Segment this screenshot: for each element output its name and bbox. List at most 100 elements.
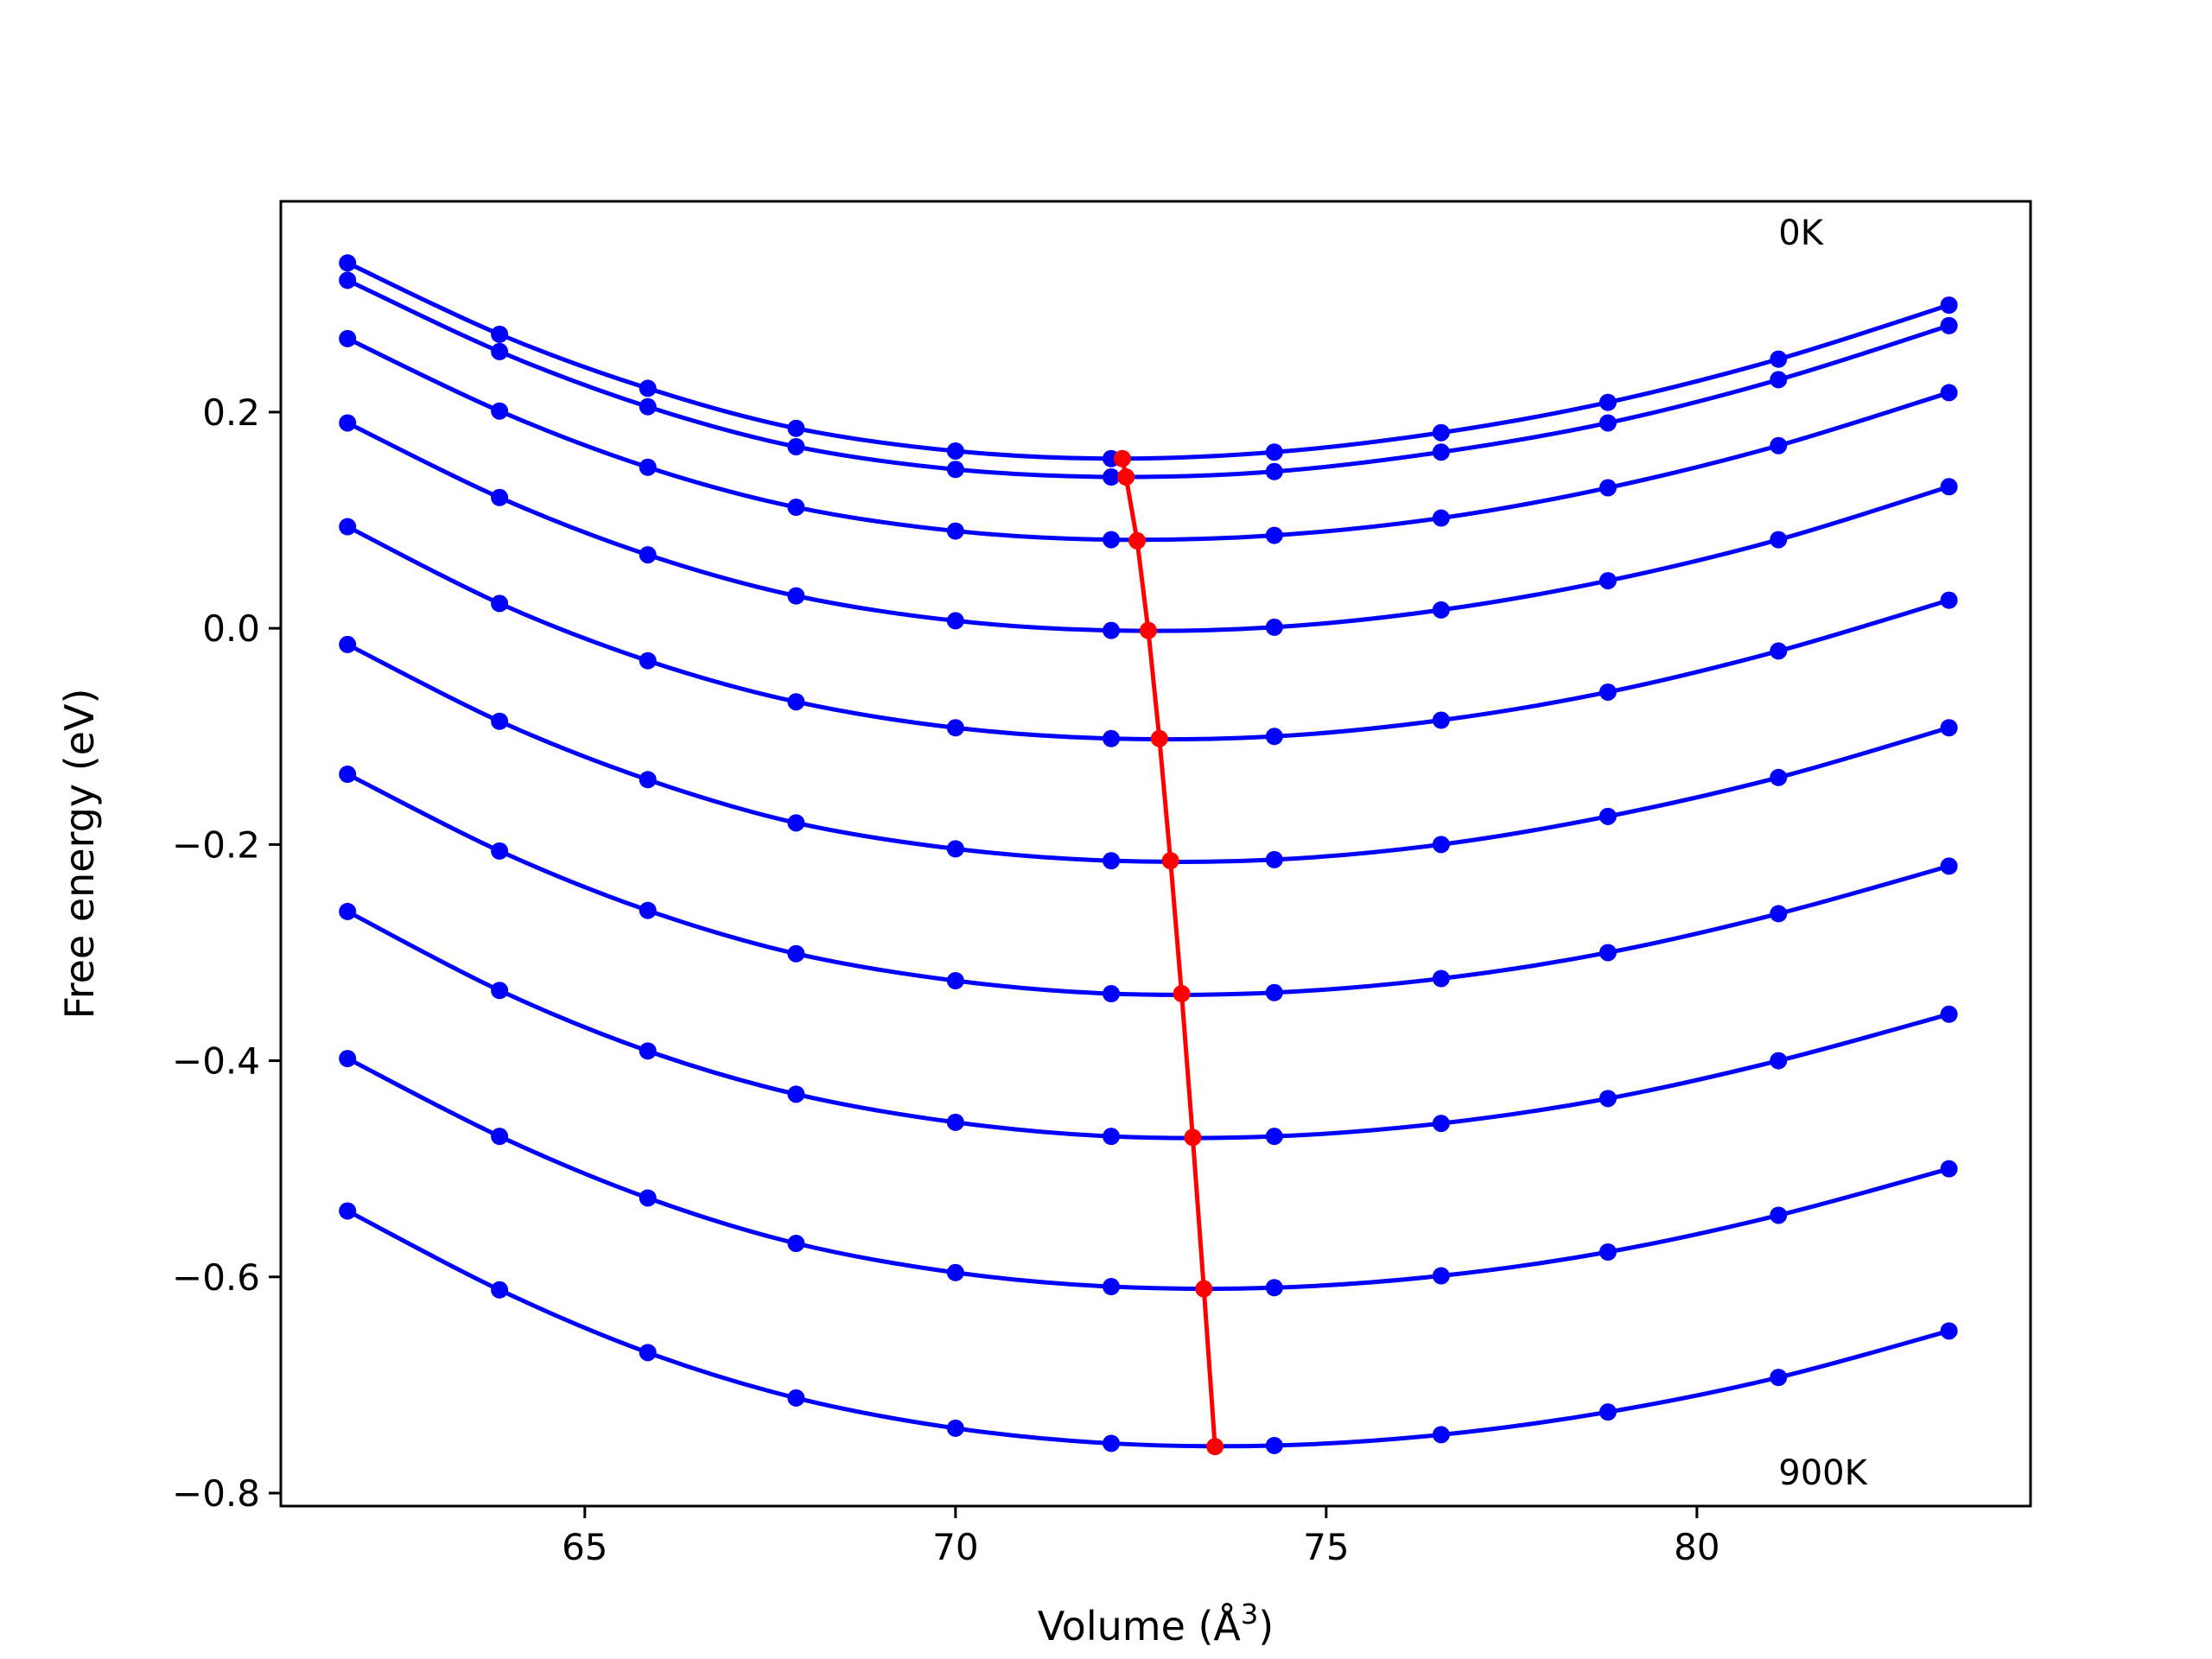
series-point: [1103, 1128, 1121, 1146]
series-point: [1599, 683, 1617, 701]
y-axis-label: Free energy (eV): [56, 689, 103, 1020]
series-point: [1265, 526, 1283, 544]
series-point: [1770, 768, 1788, 786]
series-point: [339, 1202, 357, 1220]
series-point: [787, 1085, 805, 1103]
minima-point: [1206, 1438, 1224, 1456]
series-point: [1103, 531, 1121, 549]
series-point: [1940, 719, 1958, 737]
series-3: [339, 414, 1958, 639]
series-point: [491, 594, 509, 613]
series-point: [639, 1344, 657, 1362]
series-point: [339, 902, 357, 920]
series-point: [946, 840, 964, 858]
minima-point: [1128, 531, 1147, 550]
series-point: [1265, 618, 1283, 636]
series-point: [639, 458, 657, 476]
series-point: [491, 982, 509, 1000]
series-point: [639, 652, 657, 670]
x-axis-label-superscript: 3: [1241, 1598, 1258, 1630]
y-tick-label: 0.2: [202, 391, 260, 434]
series-point: [946, 442, 964, 460]
series-point: [946, 461, 964, 479]
series-point: [1770, 350, 1788, 368]
series-point: [491, 842, 509, 860]
series-point: [639, 771, 657, 789]
series-point: [787, 1234, 805, 1252]
series-point: [946, 522, 964, 540]
x-axis-label-end: ): [1258, 1603, 1274, 1649]
series-point: [1265, 462, 1283, 480]
series-point: [1432, 423, 1450, 442]
series-point: [1770, 642, 1788, 660]
series-point: [1265, 1128, 1283, 1146]
series-point: [491, 402, 509, 420]
series-point: [1432, 1426, 1450, 1444]
series-point: [491, 1281, 509, 1299]
series-point: [1103, 468, 1121, 486]
series-point: [946, 1113, 964, 1131]
series-point: [1265, 983, 1283, 1001]
series-point: [1432, 836, 1450, 854]
minima-point: [1150, 729, 1168, 747]
annotations: 0K 900K: [1778, 213, 1868, 1493]
series-point: [1770, 436, 1788, 454]
minima-point: [1195, 1280, 1213, 1298]
series-point: [787, 693, 805, 711]
series-point: [787, 814, 805, 832]
series-point: [1599, 393, 1617, 411]
series-point: [639, 546, 657, 564]
series-point: [339, 271, 357, 289]
series-4: [339, 518, 1958, 747]
series-point: [1265, 1436, 1283, 1454]
series-point: [339, 254, 357, 272]
series-point: [639, 1042, 657, 1060]
minima-layer: [1113, 449, 1224, 1456]
series-layer: [339, 254, 1958, 1454]
minima-point: [1161, 852, 1179, 870]
series-point: [1940, 857, 1958, 875]
series-point: [946, 719, 964, 737]
series-point: [1599, 572, 1617, 590]
series-point: [491, 1128, 509, 1146]
series-point: [1599, 944, 1617, 962]
series-point: [1103, 729, 1121, 747]
minima-line: [1120, 458, 1217, 1447]
series-point: [1940, 296, 1958, 315]
series-1: [339, 271, 1958, 486]
series-point: [339, 766, 357, 784]
y-tick-label: −0.8: [172, 1472, 260, 1515]
series-point: [1599, 479, 1617, 497]
series-point: [1432, 1115, 1450, 1133]
series-2: [339, 329, 1958, 549]
series-8: [339, 1050, 1958, 1297]
annotation-label: 0K: [1778, 213, 1824, 253]
series-point: [491, 488, 509, 506]
plot-frame: [279, 200, 2032, 1508]
series-point: [1432, 1267, 1450, 1285]
series-point: [787, 419, 805, 437]
x-tick-label: 80: [1674, 1526, 1719, 1568]
series-point: [639, 379, 657, 397]
series-point: [1103, 621, 1121, 639]
series-point: [1940, 478, 1958, 496]
y-axis-ticks: 0.2 0.0 −0.2 −0.4 −0.6 −0.8: [172, 391, 281, 1515]
series-point: [787, 437, 805, 455]
minima-point: [1173, 985, 1191, 1003]
series-point: [339, 329, 357, 347]
series-9: [339, 1202, 1958, 1454]
series-point: [1770, 531, 1788, 549]
series-point: [339, 635, 357, 653]
series-point: [639, 1189, 657, 1207]
x-tick-label: 75: [1303, 1526, 1349, 1568]
series-point: [1599, 414, 1617, 432]
series-point: [1432, 509, 1450, 527]
x-axis-ticks: 65 70 75 80: [562, 1506, 1720, 1568]
series-point: [1103, 985, 1121, 1003]
series-point: [1770, 371, 1788, 389]
series-point: [787, 499, 805, 517]
series-point: [787, 1389, 805, 1407]
y-tick-label: −0.2: [172, 823, 260, 866]
series-6: [339, 766, 1958, 1003]
x-tick-label: 65: [562, 1526, 607, 1568]
